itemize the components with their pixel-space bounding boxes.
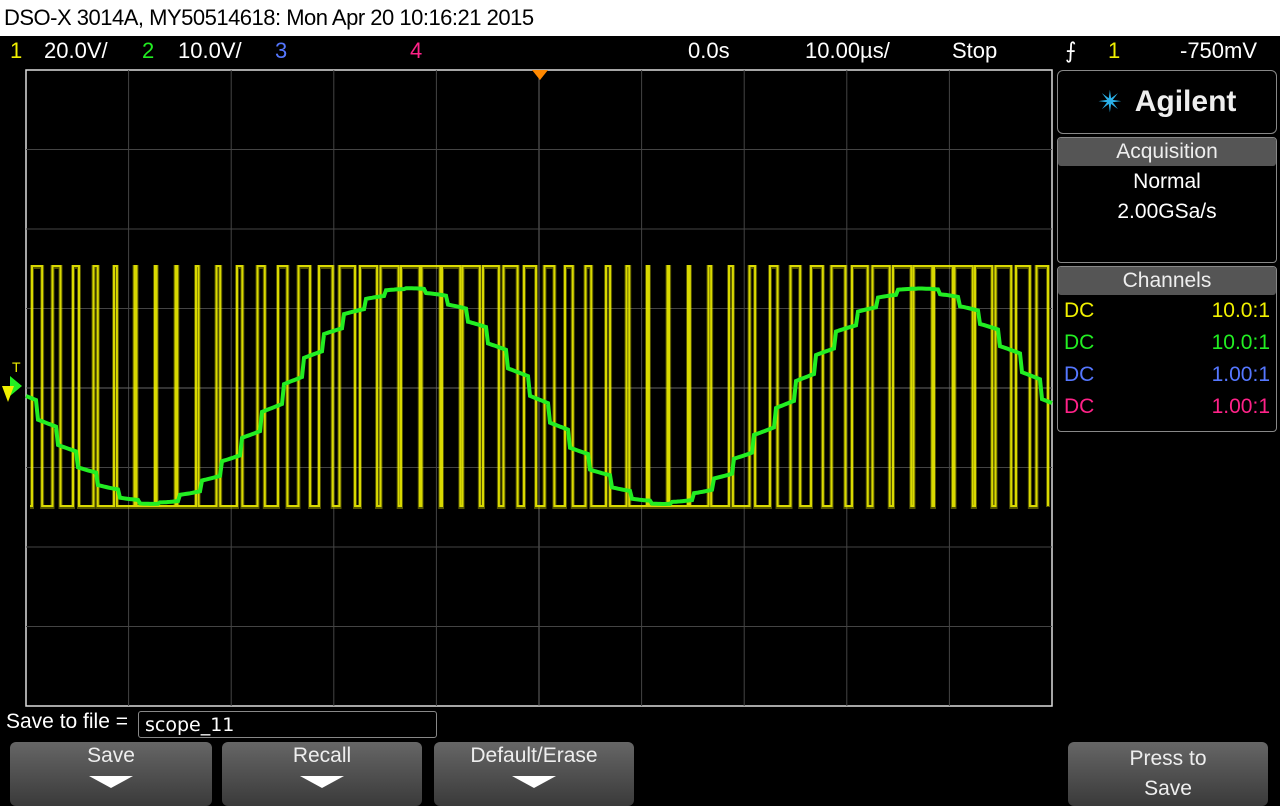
side-panel: ✴ Agilent Acquisition Normal 2.00GSa/s C… [1057,70,1277,432]
trigger-level[interactable]: -750mV [1180,38,1258,63]
file-label: Save to file = [6,710,128,733]
ch2-waveform [25,286,1053,506]
run-state[interactable]: Stop [952,38,998,63]
ch2-scale[interactable]: 10.0V/ [178,38,242,63]
save-label: Save [1144,777,1192,800]
status-bar: 1 20.0V/ 2 10.0V/ 3 4 0.0s 10.00µs/ Stop… [0,37,1280,67]
channels-header: Channels [1058,267,1276,295]
recall-button[interactable]: Recall [222,742,422,806]
arrow-down-icon [300,776,344,788]
probe-ratio: 10.0:1 [1211,331,1270,354]
ch1-scale[interactable]: 20.0V/ [44,38,108,63]
file-name-input[interactable]: scope_11 [138,711,437,738]
save-label: Save [87,744,135,767]
channel-row-1: DC 10.0:1 [1058,295,1276,327]
ch1-waveform [30,265,1049,507]
acquisition-section[interactable]: Acquisition Normal 2.00GSa/s [1057,137,1277,263]
channels-section[interactable]: Channels DC 10.0:1 DC 10.0:1 DC 1.00:1 DC 1.… [1057,266,1277,432]
sample-rate: 2.00GSa/s [1117,200,1217,223]
arrow-down-icon [89,776,133,788]
coupling: DC [1064,331,1095,354]
default-erase-button[interactable]: Default/Erase [434,742,634,806]
coupling: DC [1064,395,1095,418]
recall-label: Recall [292,744,352,767]
acquisition-header: Acquisition [1058,138,1276,166]
window-title: DSO-X 3014A, MY50514618: Mon Apr 20 10:1… [0,0,1280,36]
channel-row-4: DC 1.00:1 [1058,391,1276,423]
probe-ratio: 1.00:1 [1211,363,1270,386]
default-erase-label: Default/Erase [470,744,598,767]
coupling: DC [1064,299,1095,322]
ch4-label[interactable]: 4 [410,38,423,63]
acq-mode: Normal [1133,170,1201,193]
agilent-spark-icon: ✴ [1097,85,1123,119]
ch1-waveform-glow [30,265,1050,509]
ch1-label[interactable]: 1 [10,38,23,63]
save-button[interactable]: Save [10,742,212,806]
trigger-t-label: T [12,359,21,375]
ch3-label[interactable]: 3 [275,38,288,63]
trigger-source[interactable]: 1 [1108,38,1121,63]
logo-text: Agilent [1134,85,1237,118]
press-to-save-button[interactable]: Press to Save [1068,742,1268,806]
arrow-down-icon [512,776,556,788]
trigger-position-marker [532,70,548,80]
ch2-label[interactable]: 2 [142,38,155,63]
coupling: DC [1064,363,1095,386]
graticule [25,69,1053,707]
waveform-display[interactable]: T [0,66,1056,708]
press-to-label: Press to [1129,747,1207,770]
ch2-ground-marker [10,376,22,396]
time-delay[interactable]: 0.0s [688,38,730,63]
timebase[interactable]: 10.00µs/ [805,38,890,63]
trigger-level-marker: T [2,359,22,402]
probe-ratio: 10.0:1 [1211,299,1270,322]
probe-ratio: 1.00:1 [1211,395,1270,418]
ch1-ground-marker [2,386,14,402]
rising-edge-icon: ⨍ [1065,38,1077,63]
channel-row-2: DC 10.0:1 [1058,327,1276,359]
agilent-logo: ✴ Agilent [1057,70,1277,134]
channel-row-3: DC 1.00:1 [1058,359,1276,391]
